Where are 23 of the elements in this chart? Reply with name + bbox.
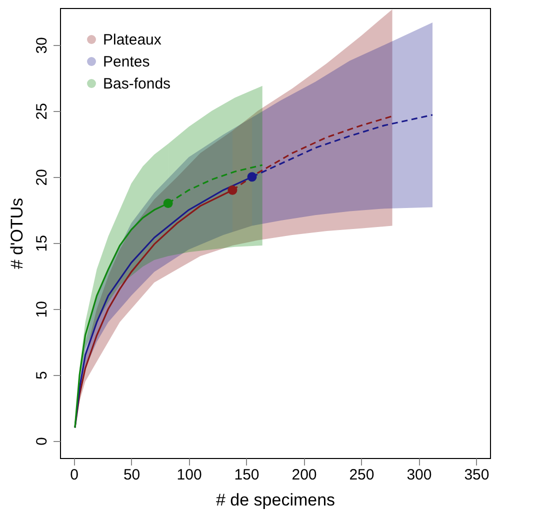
- point: [163, 198, 173, 208]
- x-axis-title: # de specimens: [216, 490, 336, 510]
- x-tick-label: 250: [349, 466, 374, 484]
- x-tick-label: 150: [234, 466, 260, 484]
- y-tick-label: 15: [34, 235, 50, 252]
- x-tick-label: 100: [176, 466, 202, 484]
- y-axis-title: # d'OTUs: [8, 198, 26, 270]
- x-tick-label: 300: [406, 466, 432, 484]
- legend-label: Bas-fonds: [103, 76, 171, 92]
- y-tick-label: 25: [34, 103, 50, 120]
- x-tick-label: 0: [70, 466, 78, 484]
- legend-label: Plateaux: [103, 32, 162, 48]
- point: [228, 185, 238, 195]
- legend-label: Pentes: [103, 54, 150, 70]
- point: [247, 172, 257, 182]
- y-tick-label: 20: [34, 169, 50, 186]
- x-tick-label: 200: [292, 466, 317, 484]
- x-tick-label: 350: [464, 466, 490, 484]
- y-tick-label: 10: [34, 301, 50, 318]
- y-tick-label: 5: [34, 371, 50, 380]
- y-tick-label: 30: [34, 37, 50, 54]
- x-tick-label: 50: [123, 466, 140, 484]
- y-tick-label: 0: [34, 437, 50, 446]
